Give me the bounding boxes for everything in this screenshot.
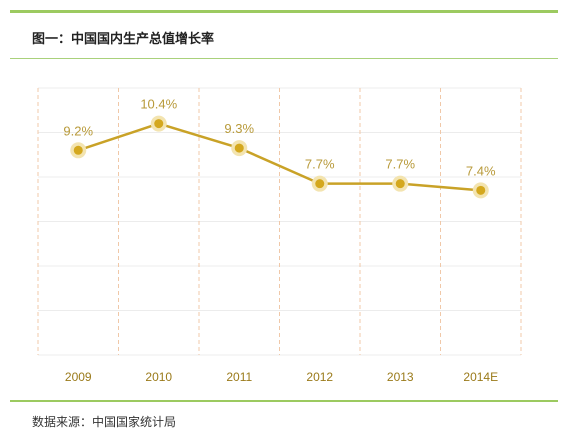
data-point[interactable]	[154, 119, 164, 129]
top-accent-rule	[10, 10, 558, 13]
x-tick-label: 2010	[145, 370, 172, 384]
bottom-rule	[10, 400, 558, 402]
x-axis: 2009 2010 2011 2012 2013 2014E	[65, 370, 498, 384]
data-points	[70, 115, 489, 199]
x-tick-label: 2009	[65, 370, 92, 384]
chart-title: 图一：中国国内生产总值增长率	[32, 32, 215, 47]
data-point[interactable]	[395, 179, 405, 189]
data-label: 7.7%	[385, 157, 415, 172]
data-point[interactable]	[476, 185, 486, 195]
x-tick-label: 2013	[387, 370, 414, 384]
data-point[interactable]	[315, 179, 325, 189]
series-line-gdp-growth	[77, 122, 481, 192]
gdp-growth-line-chart: 2009 2010 2011 2012 2013 2014E 9.2% 10.4% 9.3% 7…	[37, 87, 522, 384]
data-label: 9.3%	[224, 121, 254, 136]
x-tick-label: 2011	[226, 370, 252, 384]
grid-lines	[37, 87, 522, 356]
data-point[interactable]	[73, 145, 83, 155]
data-label: 10.4%	[140, 97, 177, 112]
data-point[interactable]	[234, 143, 244, 153]
data-label: 9.2%	[63, 123, 93, 138]
x-tick-label: 2012	[306, 370, 333, 384]
data-labels: 9.2% 10.4% 9.3% 7.7% 7.7% 7.4%	[63, 97, 496, 179]
title-divider	[10, 58, 558, 59]
data-source-note: 数据来源：中国国家统计局	[32, 415, 177, 429]
data-label: 7.4%	[466, 163, 496, 178]
x-tick-label: 2014E	[463, 370, 498, 384]
data-label: 7.7%	[305, 157, 335, 172]
